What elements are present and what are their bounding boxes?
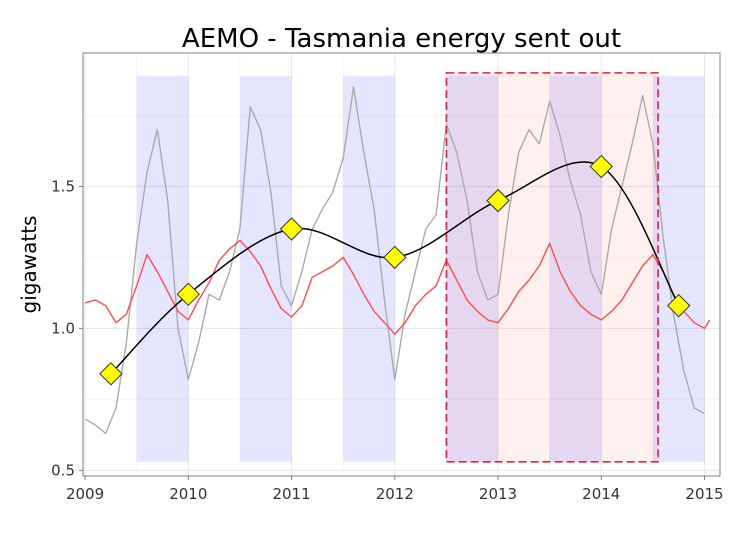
x-tick-label: 2012 xyxy=(376,485,414,503)
x-tick-label: 2011 xyxy=(272,485,310,503)
x-tick-label: 2015 xyxy=(685,485,723,503)
y-tick-label: 1.0 xyxy=(51,319,75,337)
shaded-period xyxy=(446,75,499,462)
data-point-marker xyxy=(589,154,613,179)
plot-background xyxy=(83,53,720,476)
shaded-period xyxy=(136,75,189,462)
shaded-period xyxy=(652,75,705,462)
y-axis-label: gigawatts xyxy=(17,216,41,314)
grey-series-line xyxy=(84,86,705,435)
data-point-marker xyxy=(99,362,123,386)
data-point-marker xyxy=(383,245,407,270)
y-tick-label: 0.5 xyxy=(51,461,75,479)
data-point-marker xyxy=(666,293,691,318)
data-point-marker xyxy=(279,217,304,241)
x-tick-label: 2013 xyxy=(479,485,517,503)
plot-border xyxy=(82,52,721,477)
x-tick-label: 2010 xyxy=(169,485,207,503)
plot-area: 0.5 1.0 1.5 2009 2010 2011 2012 2013 2014 2015 xyxy=(51,52,724,503)
shaded-period xyxy=(239,75,292,462)
x-tick-label: 2014 xyxy=(582,485,620,503)
data-point-marker xyxy=(176,282,201,307)
y-tick-label: 1.5 xyxy=(51,177,75,195)
data-point-marker xyxy=(486,188,510,213)
shaded-period xyxy=(343,75,395,462)
highlight-region-fill xyxy=(446,72,659,462)
chart-title: AEMO - Tasmania energy sent out xyxy=(182,24,621,54)
red-series-line xyxy=(84,239,711,335)
x-tick-label: 2009 xyxy=(66,485,104,503)
